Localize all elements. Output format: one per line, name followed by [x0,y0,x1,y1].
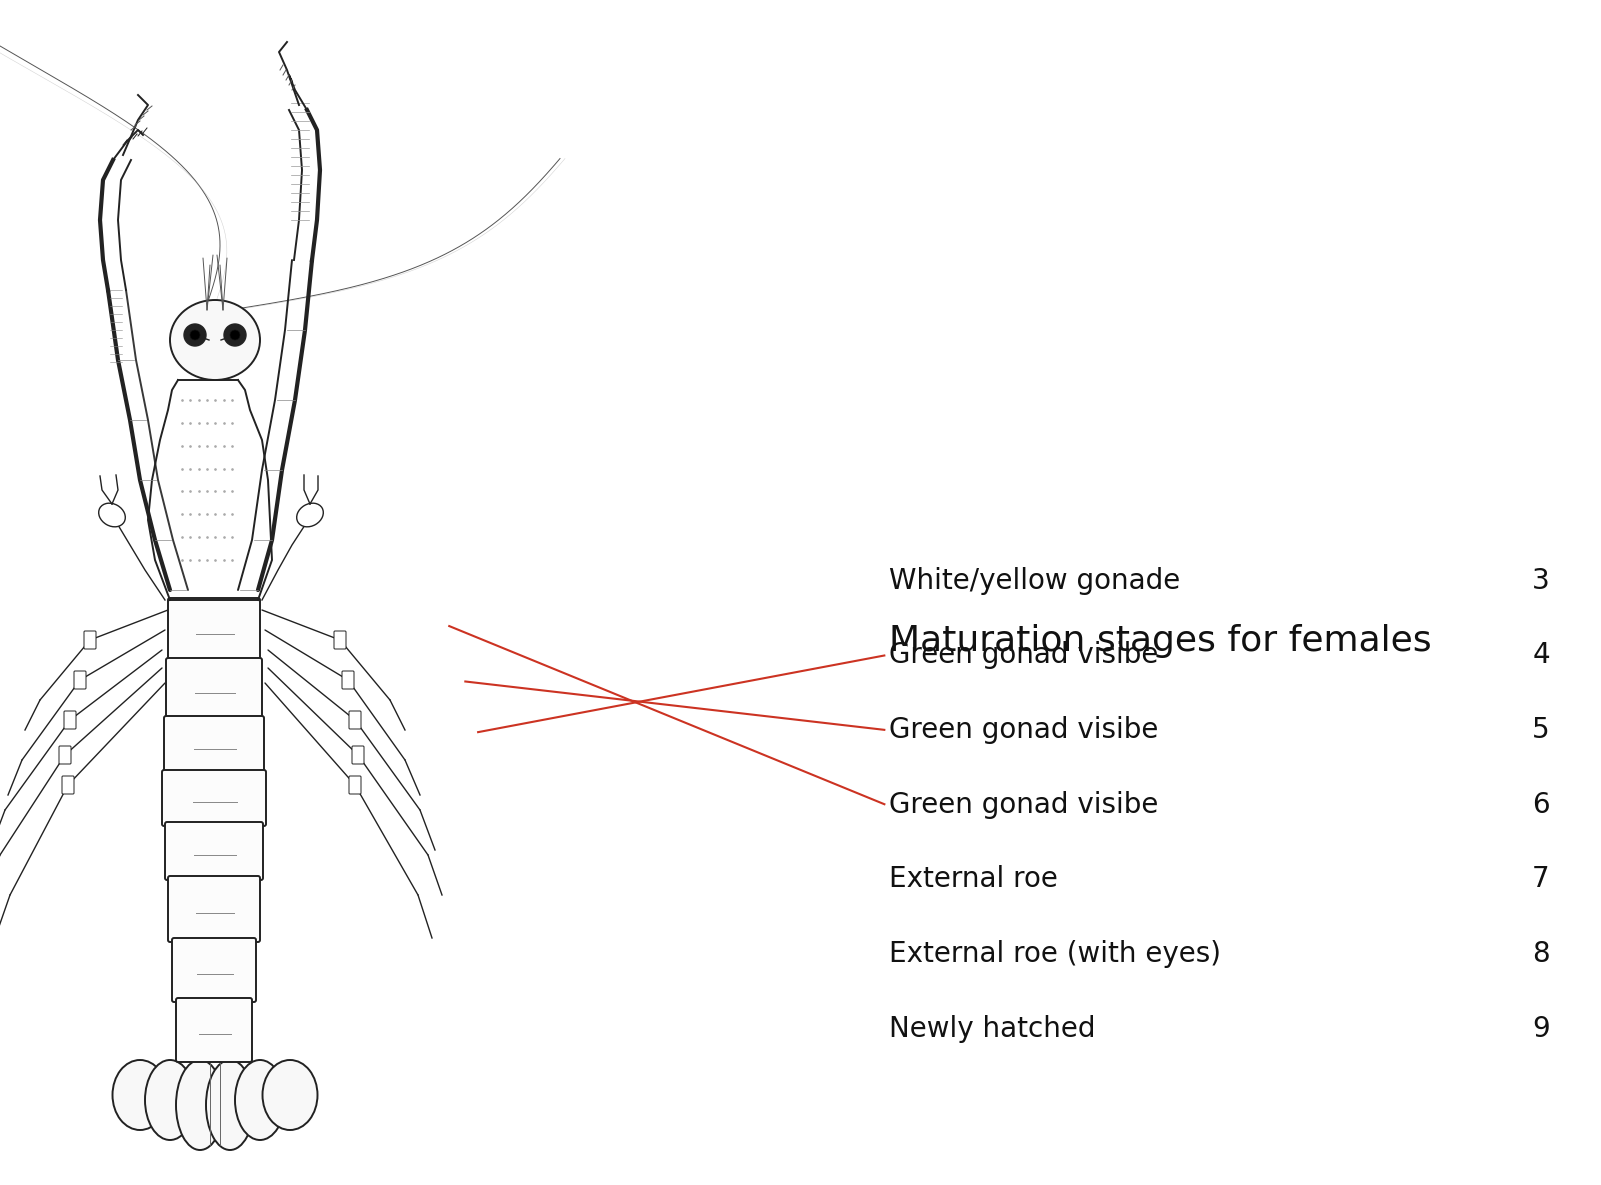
FancyBboxPatch shape [62,776,74,794]
Text: External roe (with eyes): External roe (with eyes) [889,940,1220,968]
Text: 3: 3 [1532,566,1550,595]
FancyBboxPatch shape [168,598,259,662]
Ellipse shape [224,324,247,346]
Ellipse shape [176,1061,224,1149]
Ellipse shape [112,1061,168,1130]
Text: Newly hatched: Newly hatched [889,1014,1095,1043]
Ellipse shape [170,300,259,380]
FancyBboxPatch shape [162,770,266,826]
Text: Green gonad visibe: Green gonad visibe [889,641,1158,670]
FancyBboxPatch shape [171,939,256,1003]
FancyBboxPatch shape [83,630,96,649]
FancyBboxPatch shape [349,776,360,794]
Text: 9: 9 [1532,1014,1550,1043]
Text: Green gonad visibe: Green gonad visibe [889,790,1158,819]
FancyBboxPatch shape [352,747,363,764]
FancyBboxPatch shape [74,671,86,688]
FancyBboxPatch shape [349,711,360,729]
FancyBboxPatch shape [335,630,346,649]
Text: 7: 7 [1532,865,1550,893]
Ellipse shape [191,329,200,340]
Ellipse shape [207,1061,255,1149]
Text: 5: 5 [1532,716,1550,744]
FancyBboxPatch shape [165,822,263,880]
FancyBboxPatch shape [343,671,354,688]
FancyBboxPatch shape [163,716,264,774]
Text: Green gonad visibe: Green gonad visibe [889,716,1158,744]
FancyBboxPatch shape [168,876,259,942]
Ellipse shape [146,1061,195,1140]
FancyBboxPatch shape [176,998,251,1062]
Ellipse shape [99,504,125,527]
FancyBboxPatch shape [64,711,75,729]
Text: 4: 4 [1532,641,1550,670]
Ellipse shape [235,1061,285,1140]
Text: 6: 6 [1532,790,1550,819]
Text: External roe: External roe [889,865,1057,893]
Text: White/yellow gonade: White/yellow gonade [889,566,1180,595]
Ellipse shape [263,1061,317,1130]
FancyBboxPatch shape [167,658,263,720]
Text: Maturation stages for females: Maturation stages for females [889,623,1431,658]
Ellipse shape [231,329,240,340]
FancyBboxPatch shape [59,747,70,764]
Ellipse shape [296,504,323,527]
Text: 8: 8 [1532,940,1550,968]
Ellipse shape [184,324,207,346]
